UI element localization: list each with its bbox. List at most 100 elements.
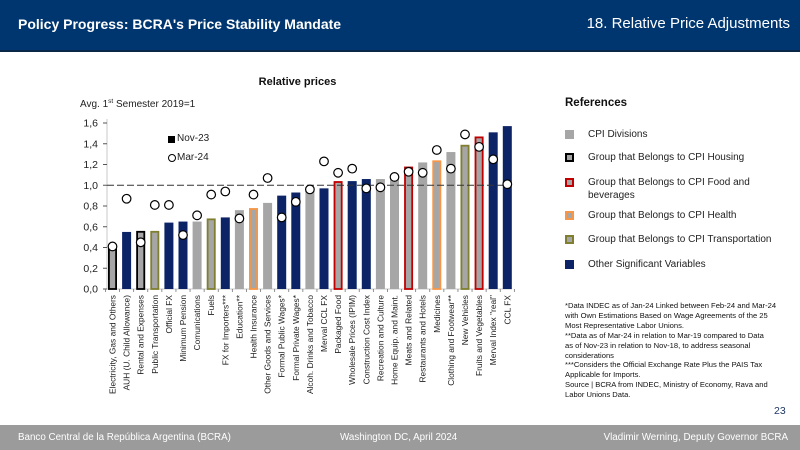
x-tick-label: Official FX (164, 295, 174, 334)
marker-mar-24 (290, 196, 301, 207)
chart-y-axis-label: Avg. 1st Semester 2019=1 (80, 98, 196, 110)
x-tick-label: Minimum Pension (178, 295, 188, 362)
relative-prices-chart: 0,0 0,2 0,4 0,6 0,8 1,0 1,2 1,4 1,6 Electricity, … (83, 118, 515, 394)
y-tick-label: 1,4 (83, 138, 98, 150)
y-tick-label: 0,8 (83, 201, 98, 213)
x-tick-label: Construction Cost Index (361, 294, 371, 384)
x-tick-label: Rental and Expenses (136, 295, 146, 375)
references-title: References (565, 97, 628, 109)
bar-nov-23 (164, 222, 174, 289)
bar-nov-23 (234, 210, 244, 289)
reference-item: CPI Divisions (565, 128, 795, 141)
marker-mar-24 (375, 182, 386, 193)
x-tick-label: Comunications (192, 295, 202, 350)
bar-nov-23 (474, 136, 484, 290)
x-tick-label: Other Goods and Services (263, 295, 273, 394)
marker-mar-24 (474, 141, 485, 152)
x-tick-label: AUH (U. Child Allowance) (122, 295, 132, 391)
marker-mar-24 (121, 193, 132, 204)
x-tick-label: Formal Private Wages* (291, 294, 301, 381)
reference-label: CPI Divisions (588, 129, 648, 140)
page-number: 23 (774, 405, 786, 417)
bar-nov-23 (502, 126, 512, 289)
footnote-line: as of Nov-23 in relation to Nov-18, to a… (565, 340, 751, 350)
y-tick-label: 0,2 (83, 263, 98, 275)
marker-mar-24 (431, 145, 442, 155)
bar-nov-23 (136, 230, 146, 290)
section-title: 18. Relative Price Adjustments (586, 15, 790, 32)
footnote-line: considerations (565, 350, 614, 360)
y-tick-label: 0,6 (83, 221, 98, 233)
reference-label: Group that Belongs to CPI Health (588, 210, 737, 221)
legend-square-icon (565, 130, 574, 139)
y-tick-label: 0,0 (83, 284, 98, 296)
x-tick-label: Education** (234, 294, 244, 339)
marker-mar-24 (262, 173, 273, 183)
marker-mar-24 (149, 200, 160, 210)
x-tick-label: Packaged Food (333, 295, 343, 354)
marker-mar-24 (333, 167, 344, 178)
x-tick-label: Clothing and Footwear** (446, 294, 456, 386)
footnote-line: Source | BCRA from INDEC, Ministry of Ec… (565, 380, 768, 390)
marker-mar-24 (403, 166, 414, 177)
bar-nov-23 (488, 132, 498, 289)
x-tick-label: Fuels (206, 295, 216, 315)
marker-mar-24 (107, 241, 118, 252)
marker-mar-24 (502, 179, 513, 190)
marker-mar-24 (488, 154, 499, 165)
open-circle-icon (168, 154, 176, 162)
x-tick-label: Home Equip. and Maint. (390, 295, 400, 385)
marker-mar-24 (389, 172, 400, 182)
footnote-line: Labor Unions Data. (565, 390, 631, 400)
slide-title: Policy Progress: BCRA's Price Stability … (18, 16, 342, 32)
bar-nov-23 (220, 217, 230, 289)
footnote-line: Most Representative Labor Unions. (565, 320, 685, 330)
x-tick-label: Merval CCL FX (319, 295, 329, 352)
y-tick-label: 1,2 (83, 159, 98, 171)
chart-title: Relative prices (258, 76, 337, 88)
bar-nov-23 (347, 181, 357, 289)
x-tick-label: CCL FX (502, 295, 512, 325)
marker-mar-24 (163, 200, 174, 210)
footnote-line: **Data as of Mar-24 in relation to Mar-1… (565, 330, 764, 340)
y-tick-label: 1,0 (83, 180, 98, 192)
x-tick-label: New Vehicles (460, 295, 470, 345)
x-tick-label: FX for Importers*** (220, 294, 230, 365)
footer-presenter: Vladimir Werning, Deputy Governor BCRA (603, 432, 788, 443)
reference-item: Group that Belongs to CPI Food and bever… (565, 176, 795, 201)
bar-nov-23 (390, 175, 399, 289)
x-tick-label: Meats and Related (404, 295, 414, 366)
marker-mar-24 (319, 156, 329, 167)
footer-institution: Banco Central de la República Argentina … (18, 432, 231, 443)
bar-nov-23 (291, 192, 301, 289)
x-tick-label: Alcoh. Drinks and Tobacco (305, 295, 315, 394)
ylabel-post: Semester 2019=1 (113, 99, 196, 110)
bar-nov-23 (277, 195, 287, 289)
reference-label: Other Significant Variables (588, 259, 706, 270)
reference-item: Group that Belongs to CPI Transportation (565, 233, 795, 246)
x-tick-label: Health Insurance (249, 295, 259, 359)
ylabel-pre: Avg. 1 (80, 99, 109, 110)
marker-mar-24 (192, 210, 203, 221)
bar-nov-23 (305, 189, 315, 289)
marker-mar-24 (446, 163, 456, 174)
bar-nov-23 (192, 221, 202, 289)
bar-nov-23 (418, 162, 428, 289)
x-tick-label: Public Transportation (150, 295, 160, 374)
x-tick-label: Wholesale Prices (IPIM) (347, 295, 357, 385)
legend-label: Mar-24 (177, 152, 209, 163)
marker-mar-24 (347, 163, 358, 174)
marker-mar-24 (276, 212, 287, 223)
bar-nov-23 (122, 231, 132, 289)
reference-item: Other Significant Variables (565, 258, 795, 271)
bar-nov-23 (361, 179, 371, 289)
reference-label: Group that Belongs to CPI Transportation (588, 234, 772, 245)
slide-footer: Banco Central de la República Argentina … (0, 425, 800, 450)
y-tick-label: 1,6 (83, 118, 98, 130)
footnote-line: ***Considers the Official Exchange Rate … (565, 360, 763, 370)
bar-nov-23 (206, 218, 216, 290)
bar-nov-23 (375, 179, 385, 289)
ylabel-superscript: st (108, 98, 114, 105)
marker-mar-24 (460, 129, 470, 140)
footnote-line: *Data INDEC as of Jan-24 Linked between … (565, 301, 777, 310)
